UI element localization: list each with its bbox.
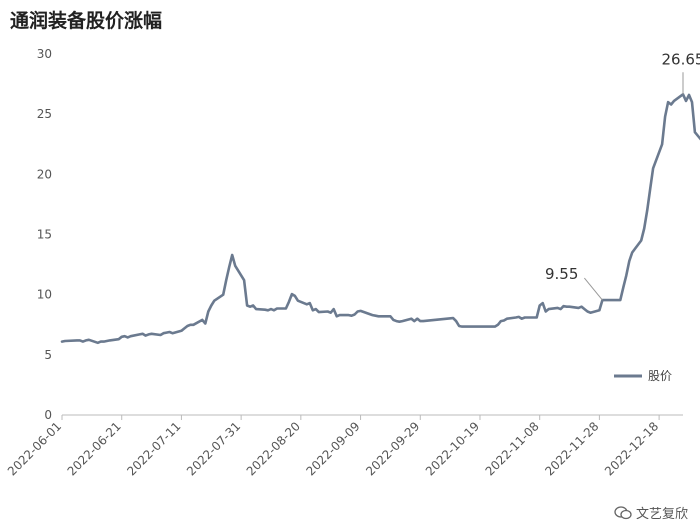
- y-tick-label: 0: [44, 408, 52, 422]
- x-tick-label: 2022-11-28: [542, 419, 601, 478]
- y-tick-label: 15: [37, 228, 52, 242]
- legend: 股价: [614, 369, 672, 383]
- x-tick-label: 2022-09-29: [363, 419, 422, 478]
- y-tick-label: 5: [44, 348, 52, 362]
- callout-leader: [584, 277, 603, 301]
- x-tick-label: 2022-07-11: [124, 419, 183, 478]
- x-tick-label: 2022-12-18: [602, 419, 661, 478]
- callouts: 26.6520.359.55: [545, 50, 700, 301]
- x-tick-label: 2022-09-09: [303, 419, 362, 478]
- y-axis: 0 5 10 15 20 25 30: [37, 47, 52, 422]
- x-tick-label: 2022-06-01: [5, 419, 64, 478]
- x-tick-label: 2022-10-19: [423, 419, 482, 478]
- x-tick-label: 2022-06-21: [65, 419, 124, 478]
- x-tick-label: 2022-11-08: [483, 419, 542, 478]
- legend-label: 股价: [648, 369, 672, 383]
- watermark-text: 文艺复欣: [635, 507, 688, 522]
- wechat-icon: [614, 505, 632, 519]
- x-tick-label: 2022-07-31: [184, 419, 243, 478]
- chart-title: 通润装备股价涨幅: [10, 10, 163, 32]
- plot-area: [60, 93, 700, 345]
- callout-label: 26.65: [662, 50, 700, 68]
- y-tick-label: 25: [37, 107, 52, 121]
- x-tick-label: 2022-08-20: [244, 419, 303, 478]
- watermark: 文艺复欣: [614, 503, 688, 522]
- callout-label: 9.55: [545, 265, 578, 283]
- y-tick-label: 10: [37, 288, 52, 302]
- y-tick-label: 30: [37, 47, 52, 61]
- x-axis: 2022-06-01 2022-06-21 2022-07-11 2022-07-31…: [5, 414, 683, 478]
- series-line: [60, 93, 700, 345]
- y-tick-label: 20: [37, 167, 52, 181]
